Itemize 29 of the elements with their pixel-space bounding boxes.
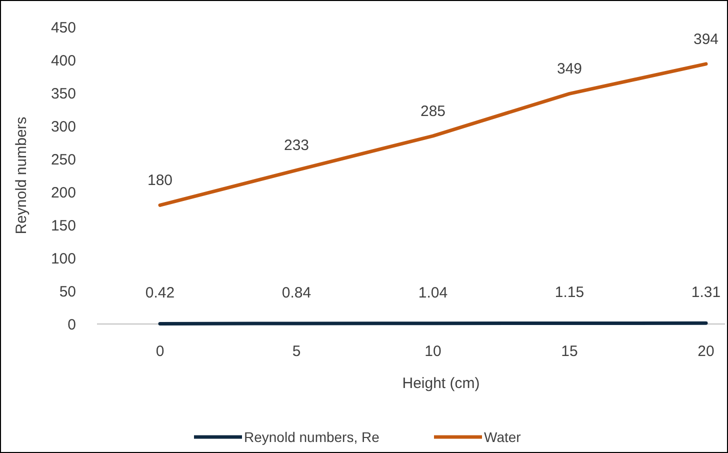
y-tick-label: 50 [59,283,76,300]
legend-label: Water [484,428,522,445]
x-tick-label: 15 [561,343,578,360]
data-label: 394 [693,30,719,48]
y-tick-label: 350 [50,85,76,102]
x-tick-label: 0 [156,343,164,360]
y-tick-label: 150 [50,217,76,234]
x-tick-label: 5 [292,343,301,360]
y-tick-label: 300 [50,118,76,136]
y-tick-label: 450 [50,19,76,36]
data-label: 180 [147,172,173,190]
x-tick-label: 20 [698,343,714,360]
data-label: 0.84 [282,284,312,302]
y-tick-label: 0 [68,316,76,334]
data-label: 285 [420,102,446,120]
y-axis-title: Reynold numbers [13,116,30,234]
y-tick-label: 250 [50,151,76,168]
data-label: 1.04 [418,284,448,302]
x-tick-label: 10 [424,343,442,360]
data-label: 1.31 [691,284,721,302]
x-axis-title: Height (cm) [402,375,480,392]
data-label: 1.15 [554,284,584,302]
data-label: 233 [284,137,310,154]
legend-label: Reynold numbers, Re [244,428,380,445]
data-label: 349 [556,60,582,78]
data-label: 0.42 [145,284,175,302]
y-tick-label: 200 [50,184,76,202]
y-tick-label: 400 [50,52,76,70]
y-tick-label: 100 [50,250,76,268]
